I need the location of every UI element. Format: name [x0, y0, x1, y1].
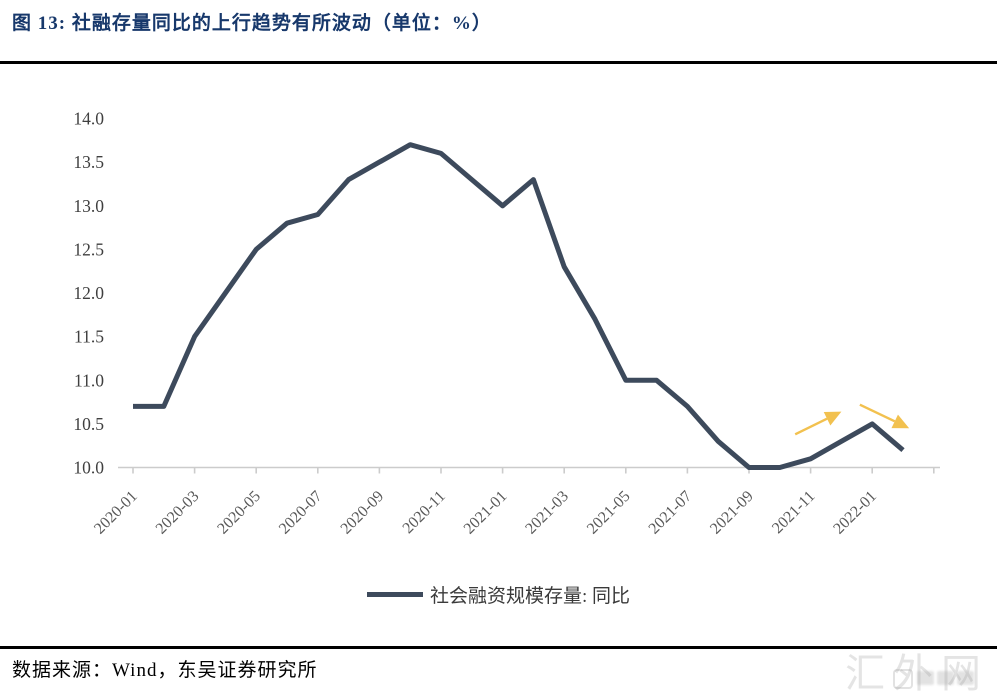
y-tick-label: 11.5	[74, 327, 104, 347]
x-tick-label: 2020-01	[91, 488, 141, 538]
x-tick-label: 2021-01	[461, 488, 511, 538]
trend-arrow-head-up	[823, 411, 842, 426]
y-tick-label: 13.5	[73, 152, 104, 172]
y-tick-label: 14.0	[73, 109, 104, 129]
y-tick-label: 10.0	[73, 458, 104, 478]
trend-arrow-head-down	[891, 414, 910, 429]
line-chart: 14.0 13.5 13.0 12.5 12.0 11.5 11.0 10.5 10.0 2020…	[73, 109, 940, 538]
x-tick-label: 2021-05	[584, 488, 634, 538]
data-line	[133, 142, 905, 470]
y-tick-label: 12.5	[73, 239, 104, 259]
trend-arrow-shaft-down	[859, 403, 896, 423]
x-tick-label: 2020-09	[337, 488, 387, 538]
data-source-text: 数据来源：Wind，东吴证券研究所	[12, 660, 318, 681]
x-tick-label: 2021-07	[645, 488, 695, 538]
y-tick-label: 12.0	[73, 283, 104, 303]
badge-box-icon	[893, 669, 913, 689]
x-tick-label: 2021-03	[522, 488, 572, 538]
badge-glyph-icon	[957, 671, 974, 685]
y-tick-label: 11.0	[74, 370, 104, 390]
badge-glyph-icon	[937, 671, 954, 685]
figure-title: 图 13: 社融存量同比的上行趋势有所波动（单位：%）	[12, 13, 492, 34]
watermark-text: 汇外网	[845, 641, 989, 699]
x-tick-label: 2020-11	[400, 488, 449, 537]
x-tick-label: 2020-03	[153, 488, 203, 538]
x-tick-label: 2021-11	[769, 488, 818, 537]
bottom-divider	[0, 646, 997, 649]
legend-line-swatch	[366, 591, 423, 597]
blurred-logo-badge-icon	[893, 668, 979, 689]
legend-label: 社会融资规模存量: 同比	[429, 585, 631, 607]
top-divider	[0, 61, 997, 64]
x-tick-label: 2020-05	[214, 488, 264, 538]
y-tick-label: 10.5	[73, 414, 104, 434]
badge-glyph-icon	[917, 671, 934, 685]
x-tick-label: 2021-09	[707, 488, 757, 538]
y-tick-label: 13.0	[73, 196, 104, 216]
chart-legend: 社会融资规模存量: 同比	[0, 582, 997, 607]
x-tick-label: 2022-01	[830, 488, 880, 538]
trend-arrow-shaft-up	[794, 417, 828, 436]
x-tick-label: 2020-07	[276, 488, 326, 538]
